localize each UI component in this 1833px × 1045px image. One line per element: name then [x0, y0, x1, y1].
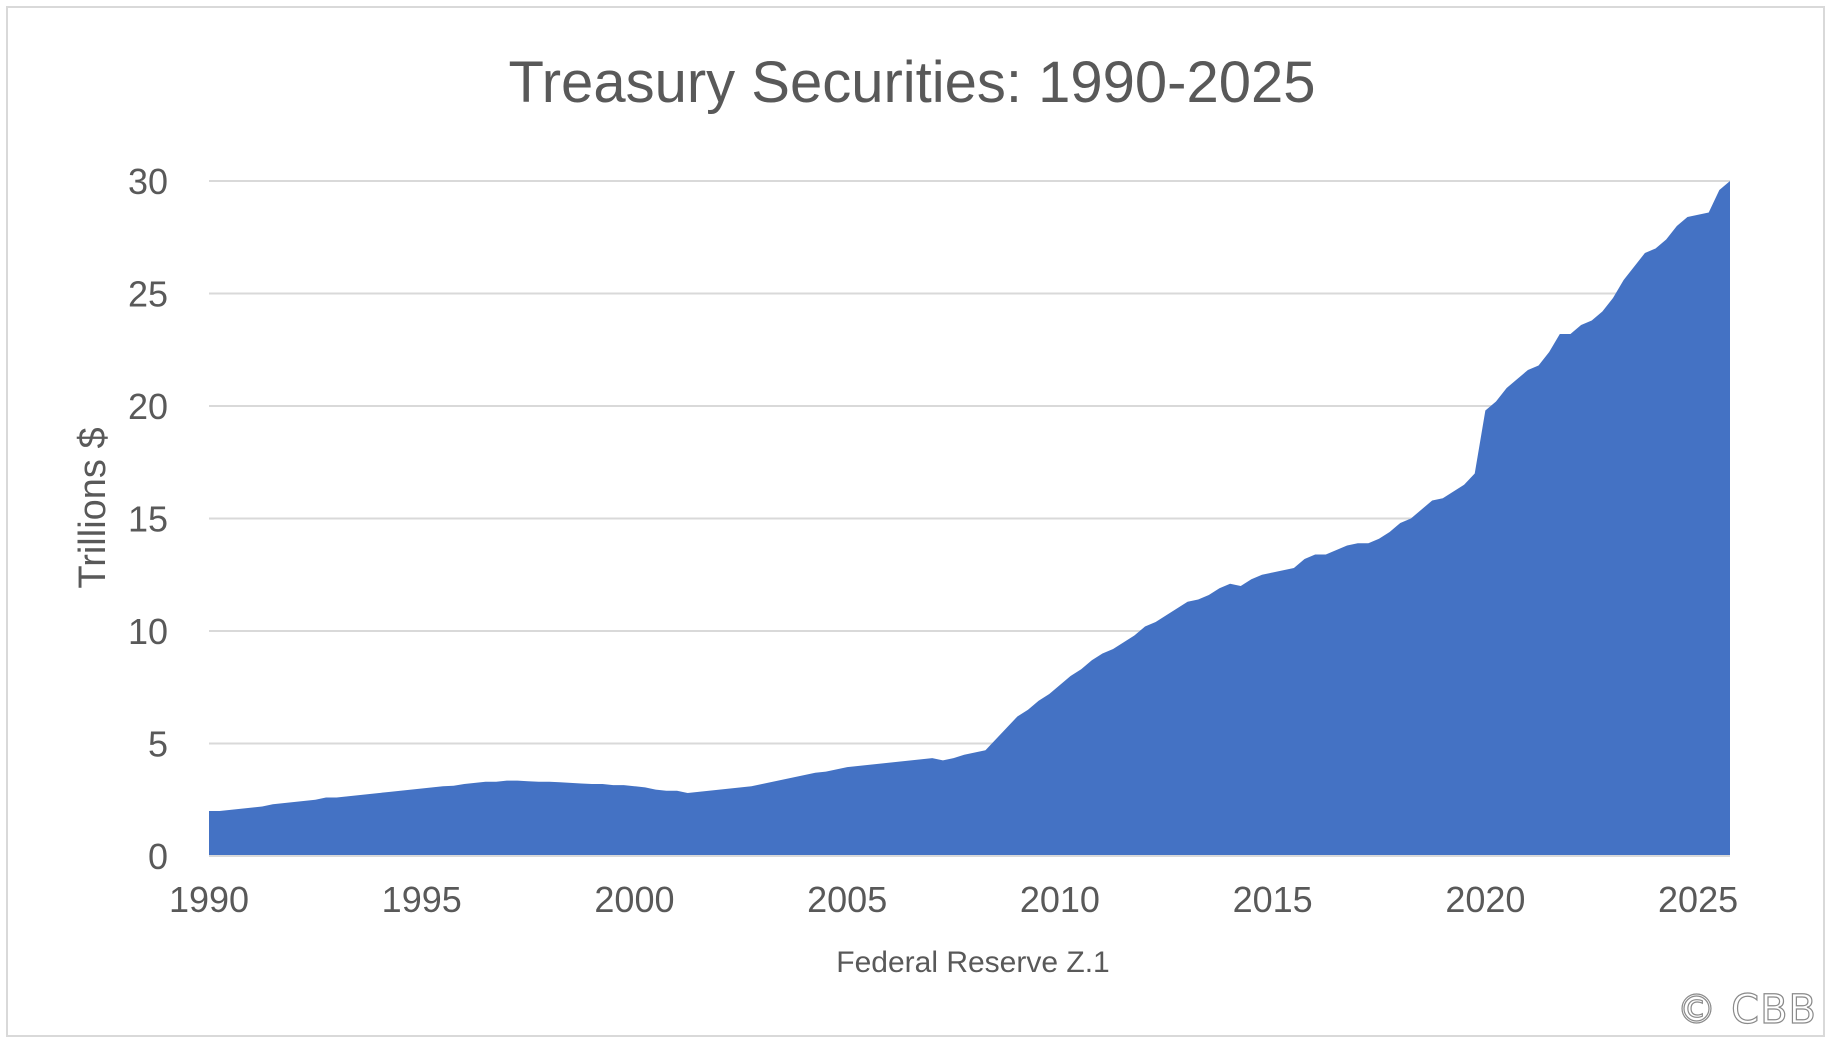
y-tick-label-30: 30 — [128, 161, 168, 202]
y-axis-label: Trillions $ — [72, 427, 114, 588]
area-fill-series-0 — [209, 181, 1730, 856]
x-tick-label-2020: 2020 — [1445, 879, 1525, 920]
x-axis-label: Federal Reserve Z.1 — [836, 946, 1109, 979]
x-tick-label-2005: 2005 — [807, 879, 887, 920]
y-tick-label-25: 25 — [128, 274, 168, 315]
area-series — [209, 181, 1730, 857]
x-tick-label-2015: 2015 — [1233, 879, 1313, 920]
y-tick-label-0: 0 — [148, 836, 168, 877]
x-tick-label-1990: 1990 — [169, 879, 249, 920]
copyright-watermark: © CBB — [1676, 986, 1817, 1033]
x-tick-label-2025: 2025 — [1658, 879, 1738, 920]
x-axis-ticks: 1990 1995 2000 2005 2010 2015 2020 2025 — [169, 879, 1738, 920]
x-tick-label-2010: 2010 — [1020, 879, 1100, 920]
chart-title: Treasury Securities: 1990-2025 — [508, 50, 1315, 115]
y-tick-label-10: 10 — [128, 611, 168, 652]
y-tick-label-20: 20 — [128, 386, 168, 427]
x-tick-label-1995: 1995 — [382, 879, 462, 920]
y-tick-label-15: 15 — [128, 499, 168, 540]
x-tick-label-2000: 2000 — [594, 879, 674, 920]
y-tick-label-5: 5 — [148, 724, 168, 765]
y-axis-ticks: 0 5 10 15 20 25 30 — [128, 161, 168, 877]
